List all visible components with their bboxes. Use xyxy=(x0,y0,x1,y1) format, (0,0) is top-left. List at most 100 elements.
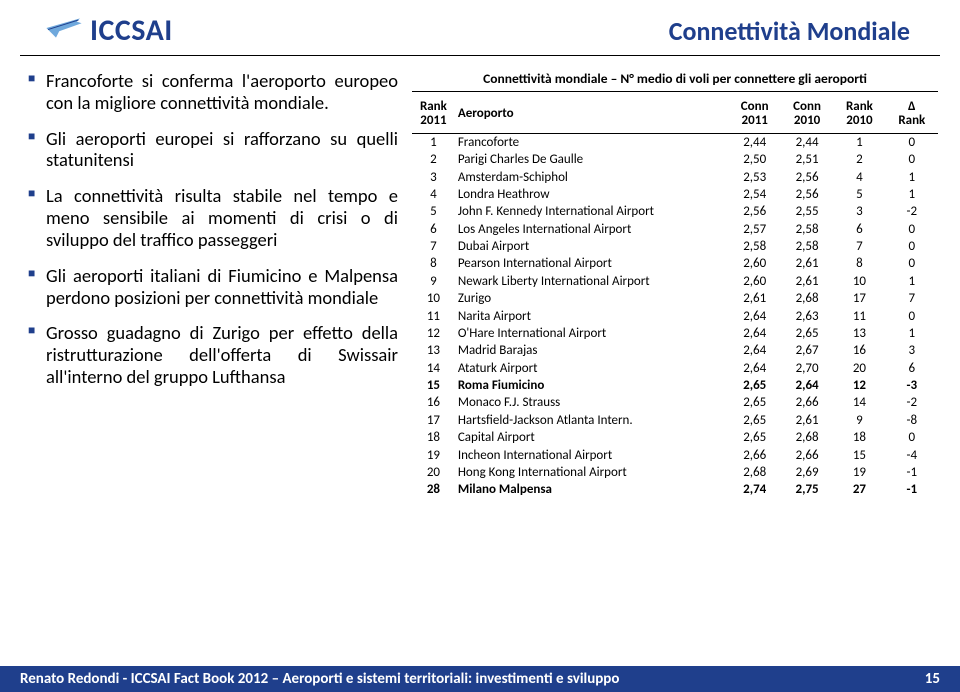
table-cell: 6 xyxy=(412,220,455,237)
table-cell: 18 xyxy=(412,429,455,446)
right-column: Connettività mondiale – N° medio di voli… xyxy=(412,70,938,498)
table-cell: 0 xyxy=(886,220,938,237)
table-cell: 2,60 xyxy=(729,255,781,272)
table-cell: 2,56 xyxy=(729,203,781,220)
table-cell: 1 xyxy=(886,325,938,342)
table-cell: 2,64 xyxy=(729,359,781,376)
table-cell: 2,56 xyxy=(781,168,833,185)
table-cell: Dubai Airport xyxy=(455,238,729,255)
table-cell: Incheon International Airport xyxy=(455,446,729,463)
table-cell: 2,65 xyxy=(729,429,781,446)
table-cell: Madrid Barajas xyxy=(455,342,729,359)
table-row: 1Francoforte2,442,4410 xyxy=(412,133,938,151)
table-cell: 5 xyxy=(833,186,885,203)
bullet-item: Gli aeroporti europei si rafforzano su q… xyxy=(28,128,398,172)
table-cell: Amsterdam-Schiphol xyxy=(455,168,729,185)
table-cell: Londra Heathrow xyxy=(455,186,729,203)
table-cell: 7 xyxy=(412,238,455,255)
table-cell: 18 xyxy=(833,429,885,446)
table-cell: 15 xyxy=(412,377,455,394)
table-caption: Connettività mondiale – N° medio di voli… xyxy=(412,70,938,92)
table-cell: -4 xyxy=(886,446,938,463)
table-cell: 6 xyxy=(833,220,885,237)
table-cell: 2,44 xyxy=(729,133,781,151)
bullet-item: Gli aeroporti italiani di Fiumicino e Ma… xyxy=(28,265,398,309)
table-row: 11Narita Airport2,642,63110 xyxy=(412,307,938,324)
table-cell: 3 xyxy=(412,168,455,185)
table-cell: 0 xyxy=(886,151,938,168)
table-cell: 2,66 xyxy=(729,446,781,463)
table-cell: Roma Fiumicino xyxy=(455,377,729,394)
table-cell: 2,70 xyxy=(781,359,833,376)
bullet-list: Francoforte si conferma l'aeroporto euro… xyxy=(28,70,398,388)
table-cell: 0 xyxy=(886,255,938,272)
logo: ICCSAI xyxy=(44,12,173,49)
table-cell: 8 xyxy=(833,255,885,272)
table-cell: Francoforte xyxy=(455,133,729,151)
table-cell: 2,58 xyxy=(781,220,833,237)
table-cell: 10 xyxy=(412,290,455,307)
table-cell: 17 xyxy=(833,290,885,307)
table-row: 15Roma Fiumicino2,652,6412-3 xyxy=(412,377,938,394)
table-cell: 2,61 xyxy=(781,273,833,290)
table-row: 7Dubai Airport2,582,5870 xyxy=(412,238,938,255)
table-cell: 4 xyxy=(412,186,455,203)
table-cell: 14 xyxy=(833,394,885,411)
header: ICCSAI Connettività Mondiale xyxy=(20,0,940,56)
table-cell: 2,64 xyxy=(729,325,781,342)
col-delta-rank: ΔRank xyxy=(886,98,938,133)
table-cell: 2,58 xyxy=(729,238,781,255)
table-cell: 16 xyxy=(412,394,455,411)
table-cell: 2,61 xyxy=(729,290,781,307)
table-header-row: Rank2011 Aeroporto Conn2011 Conn2010 Ran… xyxy=(412,98,938,133)
table-row: 28Milano Malpensa2,742,7527-1 xyxy=(412,481,938,498)
table-cell: 13 xyxy=(833,325,885,342)
table-cell: 0 xyxy=(886,238,938,255)
table-cell: 16 xyxy=(833,342,885,359)
table-row: 8Pearson International Airport2,602,6180 xyxy=(412,255,938,272)
bullet-item: Francoforte si conferma l'aeroporto euro… xyxy=(28,70,398,114)
table-row: 13Madrid Barajas2,642,67163 xyxy=(412,342,938,359)
table-cell: O'Hare International Airport xyxy=(455,325,729,342)
table-row: 20Hong Kong International Airport2,682,6… xyxy=(412,464,938,481)
table-cell: 2,60 xyxy=(729,273,781,290)
table-cell: 11 xyxy=(833,307,885,324)
table-cell: 2,68 xyxy=(729,464,781,481)
table-cell: 2,68 xyxy=(781,290,833,307)
table-cell: -1 xyxy=(886,481,938,498)
col-rank-2011: Rank2011 xyxy=(412,98,455,133)
table-cell: 2,56 xyxy=(781,186,833,203)
table-row: 6Los Angeles International Airport2,572,… xyxy=(412,220,938,237)
table-cell: Zurigo xyxy=(455,290,729,307)
table-cell: 14 xyxy=(412,359,455,376)
table-cell: 1 xyxy=(886,186,938,203)
table-cell: 1 xyxy=(833,133,885,151)
table-body: 1Francoforte2,442,44102Parigi Charles De… xyxy=(412,133,938,498)
table-row: 5John F. Kennedy International Airport2,… xyxy=(412,203,938,220)
table-cell: 2,51 xyxy=(781,151,833,168)
table-cell: 2,66 xyxy=(781,394,833,411)
logo-text: ICCSAI xyxy=(90,12,173,49)
table-cell: Hartsfield-Jackson Atlanta Intern. xyxy=(455,412,729,429)
bullet-item: La connettività risulta stabile nel temp… xyxy=(28,185,398,250)
table-cell: 2,54 xyxy=(729,186,781,203)
content: Francoforte si conferma l'aeroporto euro… xyxy=(0,56,960,498)
table-cell: 12 xyxy=(412,325,455,342)
footer: Renato Redondi - ICCSAI Fact Book 2012 –… xyxy=(0,666,960,692)
table-row: 9Newark Liberty International Airport2,6… xyxy=(412,273,938,290)
table-cell: 2,65 xyxy=(729,412,781,429)
table-cell: 19 xyxy=(412,446,455,463)
table-cell: 2,68 xyxy=(781,429,833,446)
table-row: 16Monaco F.J. Strauss2,652,6614-2 xyxy=(412,394,938,411)
table-cell: 2 xyxy=(412,151,455,168)
bullet-item: Grosso guadagno di Zurigo per effetto de… xyxy=(28,322,398,387)
table-cell: -2 xyxy=(886,394,938,411)
table-cell: Ataturk Airport xyxy=(455,359,729,376)
table-cell: Narita Airport xyxy=(455,307,729,324)
table-cell: -3 xyxy=(886,377,938,394)
table-cell: 2,44 xyxy=(781,133,833,151)
table-cell: 2,65 xyxy=(729,394,781,411)
table-cell: 2,67 xyxy=(781,342,833,359)
table-row: 19Incheon International Airport2,662,661… xyxy=(412,446,938,463)
table-cell: 5 xyxy=(412,203,455,220)
